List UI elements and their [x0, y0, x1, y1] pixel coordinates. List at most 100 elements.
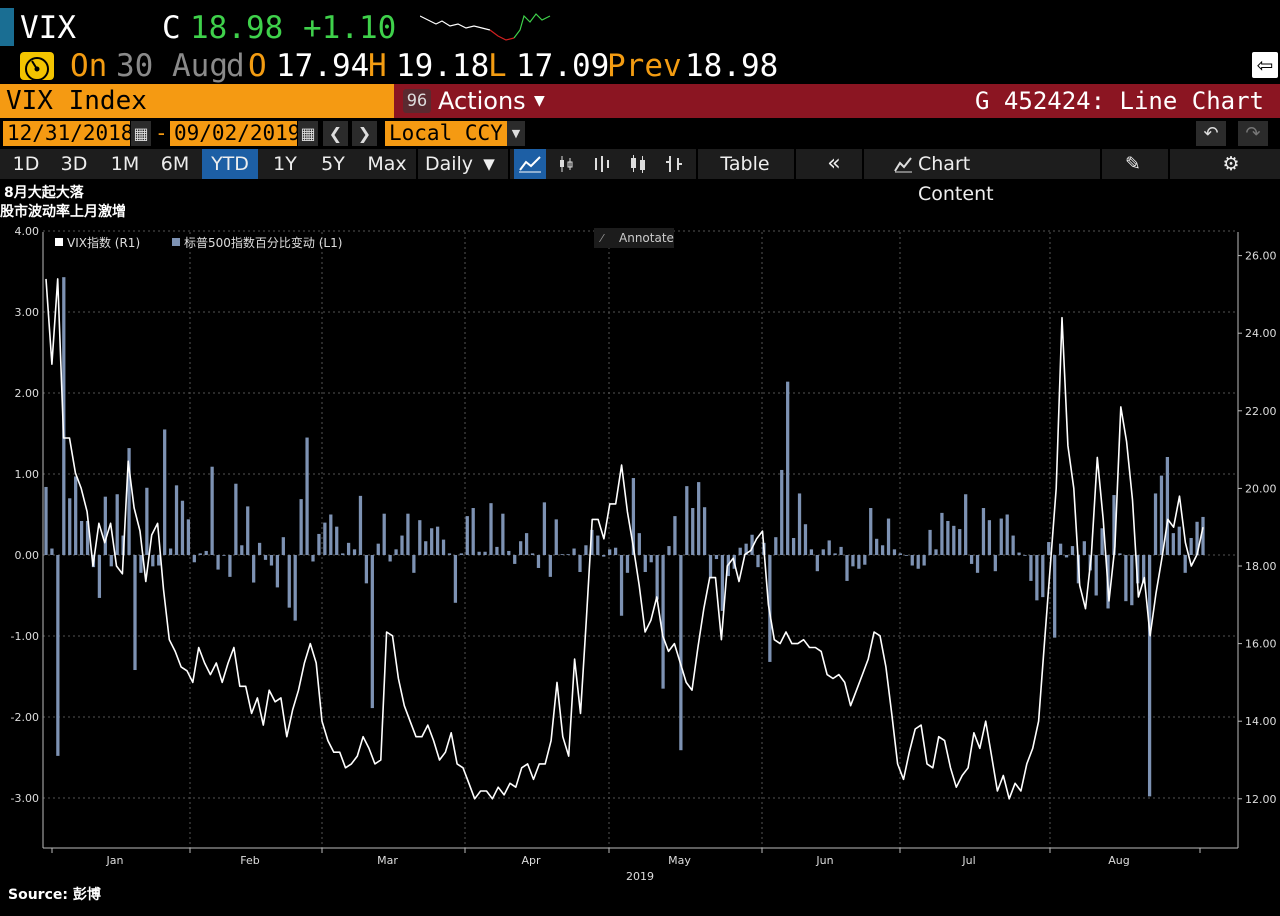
chart-content-button[interactable]: Chart Content [918, 153, 994, 205]
chevron-down-icon[interactable]: ▼ [507, 121, 525, 146]
chevron-left-icon[interactable]: ❮ [323, 121, 348, 146]
bar-point [305, 437, 309, 555]
bar-point [216, 555, 220, 570]
chevron-right-icon[interactable]: ❯ [352, 121, 377, 146]
bar-point [524, 533, 529, 555]
collapse-double-chevron-icon[interactable]: « [827, 151, 841, 176]
bar-point [1100, 528, 1104, 555]
bar-point [257, 542, 262, 555]
left-tick-label: 2.00 [15, 387, 40, 400]
currency-select[interactable]: Local CCY [385, 121, 507, 146]
bar-point [744, 543, 748, 555]
bar-point [1171, 533, 1175, 555]
range-1y[interactable]: 1Y [273, 153, 297, 175]
bar-point [667, 546, 671, 555]
bar-point [513, 555, 517, 564]
bar-point [507, 550, 511, 555]
bar-point [625, 555, 630, 573]
bar-point [246, 506, 250, 555]
start-date-field[interactable]: 12/31/2018 [3, 121, 133, 146]
bar-point [382, 513, 386, 555]
legend-swatch-bar [172, 238, 180, 246]
x-tick-label: Feb [240, 854, 259, 867]
undo-icon[interactable]: ↶ [1196, 121, 1226, 146]
bar-point [109, 555, 113, 567]
right-tick-label: 22.00 [1245, 405, 1277, 418]
range-3d[interactable]: 3D [60, 153, 88, 175]
range-6m[interactable]: 6M [160, 153, 190, 175]
legend-label-line[interactable]: VIX指数 (R1) [67, 235, 140, 250]
chevron-down-icon[interactable]: ▼ [483, 155, 495, 173]
bar-point [168, 548, 173, 555]
right-tick-label: 14.00 [1245, 715, 1277, 728]
bar-point [602, 555, 606, 557]
bar-point [252, 555, 256, 583]
bar-point [418, 520, 422, 555]
bar-point [1195, 521, 1199, 555]
bar-point [756, 555, 760, 568]
divider [696, 149, 698, 179]
legend-label-bar[interactable]: 标普500指数百分比变动 (L1) [184, 235, 342, 250]
bar-point [993, 555, 997, 572]
bar-point [875, 538, 879, 555]
edit-icon[interactable]: ✎ [1125, 153, 1141, 175]
gauge-icon[interactable] [20, 52, 54, 81]
range-ytd[interactable]: YTD [202, 149, 258, 179]
divider [508, 149, 510, 179]
bar-point [1011, 535, 1015, 555]
bar-point [839, 546, 843, 555]
bar-point [649, 555, 653, 563]
calendar-icon[interactable]: ▦ [298, 121, 318, 146]
range-1d[interactable]: 1D [12, 153, 40, 175]
bar-point [370, 555, 374, 709]
bar-point [560, 554, 564, 555]
bar-point [1165, 456, 1170, 555]
calendar-icon[interactable]: ▦ [131, 121, 151, 146]
bar-point [643, 555, 647, 573]
bar-point [447, 553, 452, 555]
line-chart-icon[interactable] [514, 149, 546, 179]
security-field[interactable]: VIX Index [0, 84, 394, 118]
range-1m[interactable]: 1M [110, 153, 140, 175]
bar-point [1035, 555, 1039, 601]
bar-point [673, 516, 677, 555]
ohlc-bar-icon[interactable] [588, 149, 616, 179]
range-5y[interactable]: 5Y [321, 153, 345, 175]
bar-point [1201, 516, 1205, 555]
hlc-bar-icon[interactable] [660, 149, 688, 179]
bar-point [1136, 555, 1140, 584]
bar-point [661, 555, 665, 689]
bar-point [157, 555, 161, 566]
end-date-field[interactable]: 09/02/2019 [170, 121, 300, 146]
bar-point [791, 537, 796, 555]
bar-point [435, 526, 440, 555]
redo-icon[interactable]: ↷ [1238, 121, 1268, 146]
table-button[interactable]: Table [720, 153, 770, 175]
bar-point [1130, 555, 1134, 606]
bar-point [922, 555, 926, 566]
bar-point [1142, 555, 1146, 584]
prev-value: 18.98 [685, 48, 779, 84]
candlestick-icon[interactable] [552, 149, 580, 179]
hollow-candle-icon[interactable] [624, 149, 652, 179]
close-label: C [162, 10, 181, 46]
gear-icon[interactable]: ⚙ [1222, 153, 1240, 175]
bar-point [85, 520, 90, 555]
period-select[interactable]: Daily [424, 153, 474, 175]
bar-point [1159, 475, 1164, 555]
bar-point [774, 537, 778, 555]
bar-point [151, 555, 155, 567]
bar-point [786, 381, 790, 555]
back-arrow-icon[interactable]: ⇦ [1252, 52, 1278, 78]
divider [1168, 149, 1170, 179]
chevron-down-icon: ▼ [534, 93, 545, 109]
annotate-button[interactable]: ⁄ Annotate [594, 228, 674, 248]
bar-point [495, 546, 499, 555]
bar-point [44, 486, 48, 555]
bar-point [519, 541, 523, 555]
bar-point [483, 551, 487, 555]
ticker-symbol: VIX [20, 10, 76, 46]
right-tick-label: 12.00 [1245, 793, 1277, 806]
range-max[interactable]: Max [367, 153, 407, 175]
bar-point [584, 545, 588, 555]
